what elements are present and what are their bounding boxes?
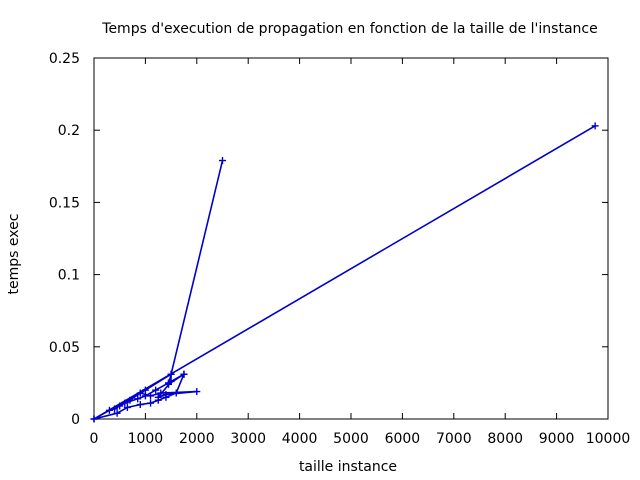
y-tick-label: 0.2 <box>58 123 80 139</box>
series-group <box>90 122 599 423</box>
data-point <box>141 386 149 394</box>
plot-frame <box>93 57 609 420</box>
data-point <box>136 401 144 409</box>
x-tick-label: 2000 <box>179 431 215 447</box>
data-point <box>113 409 121 417</box>
x-tick-label: 10000 <box>586 431 631 447</box>
data-point <box>591 122 599 130</box>
data-point <box>105 406 113 414</box>
data-point <box>126 396 134 404</box>
data-point <box>136 389 144 397</box>
data-point <box>121 399 129 407</box>
x-tick-label: 3000 <box>230 431 266 447</box>
x-tick-label: 7000 <box>436 431 472 447</box>
data-point <box>111 405 119 413</box>
data-point <box>147 399 155 407</box>
x-tick-label: 4000 <box>282 431 318 447</box>
data-point <box>134 395 142 403</box>
data-point <box>172 389 180 397</box>
data-point <box>116 402 124 410</box>
x-tick-label: 1000 <box>128 431 164 447</box>
x-axis-label: taille instance <box>299 459 397 475</box>
x-tick-label: 6000 <box>385 431 421 447</box>
y-tick-label: 0 <box>71 412 80 428</box>
data-point <box>157 389 165 397</box>
y-tick-label: 0.25 <box>49 51 80 67</box>
data-point <box>167 370 175 378</box>
data-point <box>123 403 131 411</box>
y-axis-label: temps exec <box>6 214 22 295</box>
tick-group: 0 1000 2000 3000 4000 5000 6000 7000 8000 9000 100… <box>49 51 630 447</box>
x-tick-label: 8000 <box>487 431 523 447</box>
data-point <box>162 390 170 398</box>
data-point <box>152 386 160 394</box>
x-tick-label: 9000 <box>539 431 575 447</box>
x-tick-label: 5000 <box>333 431 369 447</box>
data-point <box>180 370 188 378</box>
series-line <box>93 125 596 420</box>
y-tick-label: 0.15 <box>49 195 80 211</box>
x-tick-label: 0 <box>90 431 99 447</box>
y-tick-label: 0.1 <box>58 268 80 284</box>
y-tick-label: 0.05 <box>49 340 80 356</box>
chart-title: Temps d'execution de propagation en fonc… <box>101 21 597 37</box>
data-point <box>147 392 155 400</box>
data-point <box>154 393 162 401</box>
data-point <box>193 388 201 396</box>
data-point <box>219 157 226 165</box>
data-point <box>90 415 98 423</box>
data-point <box>165 380 173 388</box>
